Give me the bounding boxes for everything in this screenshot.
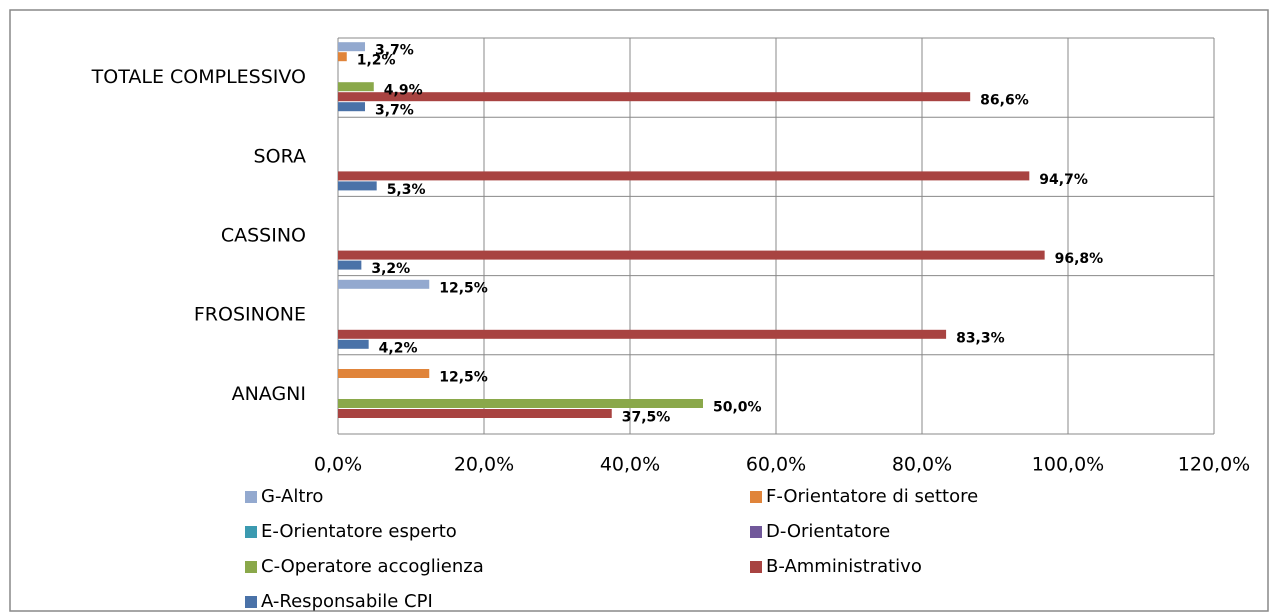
- legend-swatch: [750, 491, 762, 503]
- legend-swatch: [245, 596, 257, 608]
- y-tick-label: SORA: [254, 145, 306, 167]
- x-tick-label: 60,0%: [746, 454, 806, 476]
- value-label: 83,3%: [956, 330, 1005, 346]
- bar: [338, 52, 347, 62]
- legend-label: B-Amministrativo: [766, 556, 922, 577]
- x-tick-label: 0,0%: [314, 454, 362, 476]
- bar: [338, 92, 971, 102]
- y-tick-label: FROSINONE: [194, 304, 306, 326]
- value-label: 4,9%: [384, 83, 423, 99]
- bar: [338, 82, 374, 92]
- bar: [338, 181, 377, 191]
- legend-label: E-Orientatore esperto: [261, 521, 457, 542]
- value-label: 1,2%: [357, 53, 396, 69]
- value-label: 96,8%: [1055, 251, 1104, 267]
- legend-label: D-Orientatore: [766, 521, 890, 542]
- bar: [338, 339, 369, 349]
- legend-swatch: [245, 491, 257, 503]
- legend-label: F-Orientatore di settore: [766, 486, 978, 507]
- bar: [338, 279, 430, 289]
- value-label: 3,2%: [371, 261, 410, 277]
- bar: [338, 399, 703, 408]
- legend-swatch: [245, 561, 257, 573]
- legend-label: G-Altro: [261, 486, 323, 507]
- x-tick-label: 40,0%: [600, 454, 660, 476]
- value-label: 50,0%: [713, 400, 762, 416]
- legend-swatch: [750, 526, 762, 538]
- legend-label: C-Operatore accoglienza: [261, 556, 484, 577]
- bar: [338, 369, 430, 378]
- bar: [338, 42, 366, 52]
- value-label: 94,7%: [1039, 172, 1088, 188]
- value-label: 12,5%: [439, 280, 488, 296]
- value-label: 86,6%: [980, 93, 1029, 109]
- y-tick-label: CASSINO: [221, 225, 306, 247]
- bar: [338, 250, 1045, 260]
- bar: [338, 329, 947, 339]
- value-label: 37,5%: [622, 410, 671, 426]
- bar: [338, 260, 362, 270]
- value-label: 5,3%: [387, 182, 426, 198]
- legend-swatch: [245, 526, 257, 538]
- chart-frame: [9, 9, 1269, 612]
- bar: [338, 102, 366, 112]
- y-tick-label: TOTALE COMPLESSIVO: [91, 66, 306, 88]
- bar: [338, 171, 1030, 181]
- value-label: 12,5%: [439, 370, 488, 386]
- x-tick-label: 100,0%: [1032, 454, 1104, 476]
- value-label: 3,7%: [375, 43, 414, 59]
- x-tick-label: 20,0%: [454, 454, 514, 476]
- value-label: 4,2%: [379, 340, 418, 356]
- x-tick-label: 120,0%: [1178, 454, 1250, 476]
- legend-swatch: [750, 561, 762, 573]
- value-label: 3,7%: [375, 103, 414, 119]
- legend-label: A-Responsabile CPI: [261, 591, 433, 612]
- x-tick-label: 80,0%: [892, 454, 952, 476]
- bar: [338, 409, 612, 418]
- y-tick-label: ANAGNI: [232, 383, 306, 405]
